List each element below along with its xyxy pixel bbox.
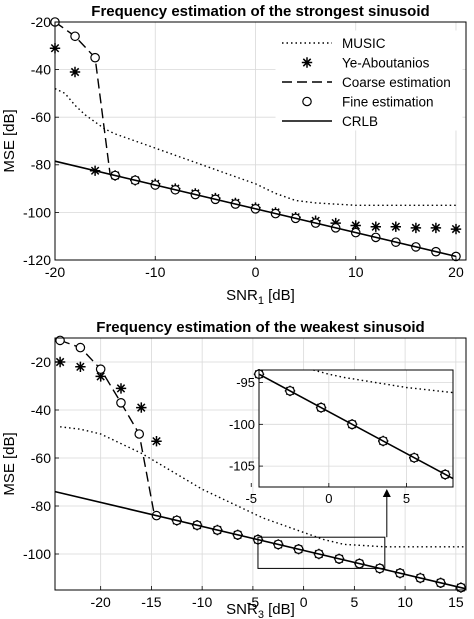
top-chart-series-coarse-estimation-line	[54, 21, 111, 175]
inset-chart-axes: -5 0 5 -95 -100 -105	[229, 369, 454, 506]
top-chart-xtick-label: 0	[252, 264, 260, 280]
legend-entry-crlb-label: CRLB	[342, 114, 378, 129]
bottom-chart-series-crlb-line	[54, 490, 467, 590]
inset-chart-ytick-label: -100	[229, 417, 255, 432]
inset-chart-frame	[258, 369, 454, 488]
legend-entry-fine-estimation-swatch	[302, 96, 312, 107]
top-chart-series-ye-aboutanios-point	[69, 66, 81, 78]
top-chart-series-fine-estimation-point	[90, 52, 100, 63]
inset-chart-ytick-label: -105	[229, 459, 255, 474]
bottom-chart-xtick-label: -5	[247, 594, 260, 610]
bottom-chart-series-ye-aboutanios-point	[54, 356, 66, 368]
bottom-chart-series-fine-estimation-point	[55, 335, 65, 346]
inset-chart-ytick-label: -95	[236, 375, 255, 390]
bottom-chart-series-fine-estimation-point	[75, 342, 86, 353]
legend-entry-ye-aboutanios-swatch	[301, 57, 313, 68]
legend: MUSIC Ye-Aboutanios Coarse estimation Fine …	[275, 30, 463, 131]
top-chart-frame	[54, 21, 467, 261]
bottom-chart-ylabel: MSE [dB]	[1, 432, 18, 495]
inset-chart-xtick-label: 0	[325, 491, 332, 506]
bottom-chart-xtick-label: 0	[300, 594, 308, 610]
bottom-chart-series-fine-estimation-point	[116, 397, 126, 408]
inset-chart-series-crlb-line	[258, 373, 454, 480]
top-chart-series-ye-aboutanios-point	[390, 221, 401, 232]
top-chart-series-ye-aboutanios-point	[450, 223, 462, 235]
bottom-chart-xtick-label: -10	[192, 594, 212, 610]
bottom-chart-xlabel: SNR3 [dB]	[226, 601, 295, 619]
top-chart-ytick-label: -120	[23, 252, 51, 268]
legend-entry-ye-aboutanios-label: Ye-Aboutanios	[342, 56, 430, 71]
top-chart-title: Frequency estimation of the strongest si…	[91, 3, 429, 20]
bottom-chart-series-ye-aboutanios-point	[95, 371, 106, 382]
top-chart-series-fine-estimation-point	[70, 31, 80, 42]
zoom-region-box	[257, 536, 386, 569]
bottom-chart-ytick-label: -100	[23, 546, 51, 562]
bottom-chart-ytick-label: -40	[31, 402, 51, 418]
bottom-chart-series-fine-estimation-point	[134, 429, 145, 439]
top-chart-xtick-label: 10	[348, 264, 364, 280]
bottom-chart-xtick-label: 5	[350, 594, 358, 610]
legend-entry-coarse-estimation-label: Coarse estimation	[342, 75, 451, 90]
top-chart-ytick-label: -100	[23, 204, 51, 220]
bottom-chart-series-ye-aboutanios-point	[151, 436, 162, 447]
bottom-chart-xtick-label: -20	[91, 594, 111, 610]
legend-entry-music-label: MUSIC	[342, 36, 386, 51]
bottom-chart-series-ye-aboutanios-point	[136, 402, 147, 413]
bottom-chart-series-ye-aboutanios-point	[115, 383, 127, 394]
top-chart-ytick-label: -40	[31, 62, 51, 78]
bottom-chart-series-ye-aboutanios-point	[75, 361, 86, 372]
top-chart-xtick-label: -20	[45, 264, 65, 280]
inset-chart-series-music-line	[313, 369, 454, 394]
inset-chart-xtick-label: 5	[403, 491, 410, 506]
bottom-chart-ytick-label: -20	[31, 354, 51, 370]
bottom-chart-xtick-label: -15	[141, 594, 161, 610]
inset-chart-xtick-label: -5	[245, 491, 257, 506]
top-chart-ytick-label: -20	[31, 14, 51, 30]
bottom-chart-ytick-label: -60	[31, 450, 51, 466]
top-chart-xlabel: SNR1 [dB]	[226, 287, 295, 307]
bottom-chart-ytick-label: -80	[31, 498, 51, 514]
top-chart-series-ye-aboutanios-point	[370, 221, 381, 232]
top-chart-xtick-label: -10	[145, 264, 165, 280]
top-chart-ytick-label: -60	[31, 109, 51, 125]
zoom-arrow-head	[382, 489, 391, 497]
top-chart-series-crlb-line	[54, 160, 457, 258]
top-chart-ytick-label: -80	[31, 157, 51, 173]
top-chart-series-ye-aboutanios-point	[410, 222, 422, 234]
top-chart-series-ye-aboutanios-point	[430, 222, 442, 234]
bottom-chart-frame	[54, 337, 467, 591]
top-chart-series-music-line	[54, 87, 456, 207]
bottom-chart-series-fine-estimation-point	[95, 364, 106, 374]
legend-box	[275, 30, 463, 131]
legend-entry-fine-estimation-label: Fine estimation	[342, 95, 434, 110]
bottom-chart-xtick-label: 15	[448, 594, 464, 610]
top-chart-ylabel: MSE [dB]	[1, 109, 18, 172]
top-chart-series-ye-aboutanios-point	[350, 220, 361, 231]
bottom-chart-title: Frequency estimation of the weakest sinu…	[96, 319, 424, 336]
top-chart-xtick-label: 20	[448, 264, 464, 280]
bottom-chart-xtick-label: 10	[397, 594, 413, 610]
